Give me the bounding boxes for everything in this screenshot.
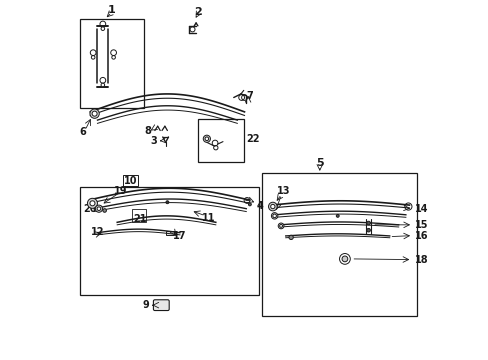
Circle shape [366, 228, 369, 232]
Text: 19: 19 [114, 186, 127, 196]
Text: 10: 10 [123, 176, 137, 186]
Circle shape [101, 27, 104, 31]
Circle shape [90, 201, 95, 206]
Circle shape [101, 83, 104, 87]
Text: 9: 9 [142, 300, 149, 310]
Circle shape [97, 207, 101, 211]
Text: 14: 14 [414, 204, 427, 214]
Bar [123, 175, 137, 186]
Circle shape [95, 205, 102, 212]
Bar [80, 187, 258, 295]
Circle shape [92, 111, 97, 116]
Circle shape [102, 209, 106, 212]
Circle shape [203, 135, 210, 142]
Bar [131, 210, 145, 222]
Text: 11: 11 [202, 213, 215, 222]
Text: 20: 20 [83, 204, 97, 214]
Bar [262, 173, 416, 316]
Circle shape [90, 109, 99, 118]
Bar [198, 119, 244, 162]
Text: 12: 12 [91, 227, 104, 237]
Text: 7: 7 [246, 91, 253, 101]
Circle shape [272, 214, 276, 218]
Circle shape [248, 203, 251, 206]
Text: 21: 21 [133, 215, 146, 224]
Bar [80, 19, 144, 108]
Text: 5: 5 [315, 158, 323, 168]
Circle shape [366, 221, 369, 225]
Text: 13: 13 [277, 186, 290, 196]
Circle shape [270, 204, 274, 209]
Text: 3: 3 [150, 136, 157, 146]
Text: 17: 17 [173, 231, 186, 241]
Circle shape [268, 202, 277, 211]
Text: 18: 18 [414, 255, 427, 265]
Circle shape [279, 225, 282, 227]
Text: 1: 1 [108, 5, 116, 15]
Text: 6: 6 [80, 127, 86, 137]
Circle shape [278, 223, 284, 229]
Text: 8: 8 [144, 126, 151, 135]
Text: 22: 22 [246, 134, 260, 144]
Bar [166, 230, 174, 235]
Circle shape [341, 256, 347, 262]
Circle shape [336, 215, 339, 217]
Text: 15: 15 [414, 220, 427, 230]
Circle shape [288, 235, 293, 239]
Circle shape [204, 137, 208, 140]
Text: 4: 4 [256, 201, 263, 211]
Circle shape [165, 201, 168, 204]
Circle shape [271, 213, 277, 219]
Text: 16: 16 [414, 231, 427, 240]
FancyBboxPatch shape [153, 300, 169, 311]
Circle shape [87, 198, 97, 208]
Text: 2: 2 [194, 7, 202, 17]
